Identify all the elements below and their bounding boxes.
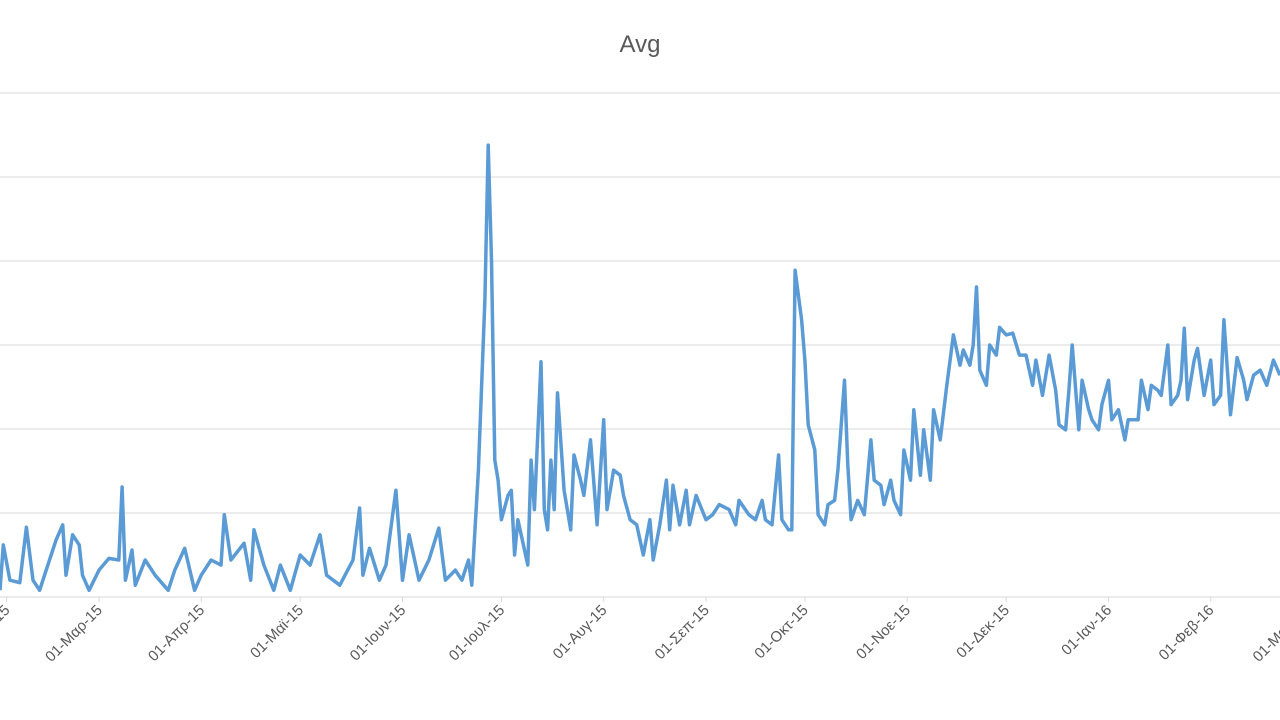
- x-tick-label: 01-Οκτ-15: [751, 602, 811, 662]
- x-tick-label: 01-Δεκ-15: [953, 602, 1013, 662]
- x-tick-label: 01-Μαϊ-15: [247, 602, 307, 662]
- x-tick-label: 01-Φεβ-16: [1156, 602, 1218, 664]
- x-tick-label: 01-Απρ-15: [145, 602, 208, 665]
- chart-title: Avg: [620, 31, 661, 58]
- x-tick-label: 01-Αυγ-15: [550, 602, 611, 663]
- x-tick-label: 01-Ιουν-15: [347, 602, 410, 665]
- data-line: [0, 143, 1280, 593]
- x-tick-label: 01-Σεπ-15: [652, 602, 713, 663]
- x-tick-label: 01-Νοε-15: [853, 602, 914, 663]
- x-tick-label: 01-Μαρ-15: [42, 602, 106, 666]
- x-tick-label: 01-Φεβ-15: [0, 602, 13, 664]
- x-tick-label: 01-Μαρ-16: [1250, 602, 1280, 666]
- x-tick-label: 01-Ιουλ-15: [446, 602, 509, 665]
- x-tick-label: 01-Ιαν-16: [1058, 602, 1115, 659]
